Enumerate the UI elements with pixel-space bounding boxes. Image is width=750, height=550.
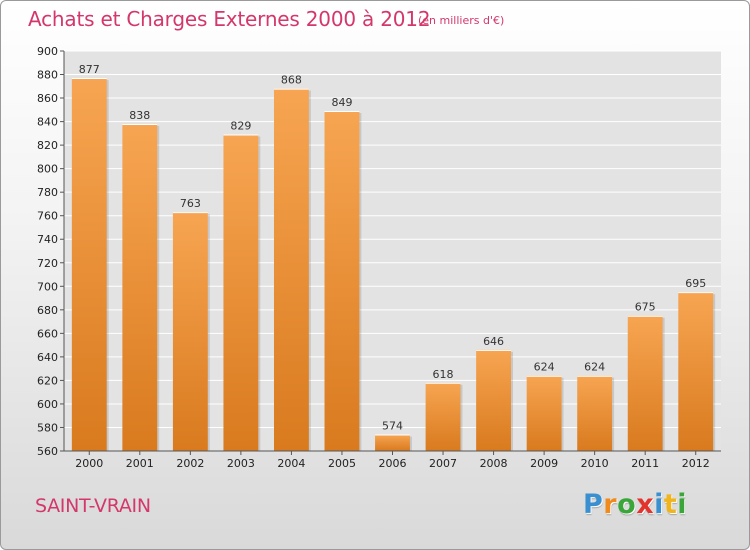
y-tick-label: 780: [37, 186, 58, 199]
x-tick-label-2002: 2002: [176, 457, 204, 470]
y-tick-label: 880: [37, 69, 58, 82]
x-tick-label-2005: 2005: [328, 457, 356, 470]
y-tick-label: 720: [37, 257, 58, 270]
data-label-2011: 675: [635, 301, 656, 314]
logo-letter: t: [663, 489, 678, 520]
bar-2001: [122, 123, 158, 452]
logo-letter: P: [583, 489, 604, 520]
y-tick-label: 680: [37, 304, 58, 317]
data-label-2006: 574: [382, 420, 403, 433]
data-label-2012: 695: [685, 277, 706, 290]
bar-2006: [375, 434, 410, 451]
x-tick-label-2007: 2007: [429, 457, 457, 470]
x-tick-label-2006: 2006: [379, 457, 407, 470]
y-tick-label: 600: [37, 398, 58, 411]
x-tick-label-2012: 2012: [682, 457, 710, 470]
bar-2008: [476, 349, 512, 451]
bar-2010: [577, 375, 613, 451]
place-name: SAINT-VRAIN: [35, 495, 151, 517]
y-tick-label: 860: [37, 92, 58, 105]
x-tick-label-2008: 2008: [480, 457, 508, 470]
data-label-2005: 849: [331, 96, 352, 109]
proxiti-logo: Proxiti: [583, 489, 687, 520]
data-label-2010: 624: [584, 361, 605, 374]
data-label-2009: 624: [534, 361, 555, 374]
x-axis: 2000 2001 2002 2003 2004 2005 2006 2007 2008 2009…: [64, 450, 721, 470]
y-tick-label: 800: [37, 163, 58, 176]
bar-2000: [71, 78, 107, 451]
x-tick-label-2011: 2011: [631, 457, 659, 470]
data-label-2000: 877: [79, 63, 100, 76]
chart-title: Achats et Charges Externes 2000 à 2012: [28, 7, 431, 31]
chart-unit: (en milliers d'€): [418, 14, 505, 27]
data-label-2001: 838: [129, 109, 150, 122]
x-tick-label-2000: 2000: [75, 457, 103, 470]
y-tick-label: 740: [37, 233, 58, 246]
y-tick-label: 620: [37, 374, 58, 387]
logo-letter: o: [617, 489, 637, 520]
y-tick-label: 580: [37, 421, 58, 434]
x-tick-label-2010: 2010: [581, 457, 609, 470]
x-tick-label-2001: 2001: [126, 457, 154, 470]
y-tick-label: 660: [37, 327, 58, 340]
y-tick-label: 700: [37, 280, 58, 293]
y-tick-label: 820: [37, 139, 58, 152]
data-label-2008: 646: [483, 335, 504, 348]
bars: 877 838 763 829 868 849 574 618 646 624 624 675 695: [71, 63, 716, 452]
y-tick-label: 760: [37, 210, 58, 223]
y-tick-label: 560: [37, 445, 58, 458]
bar-2007: [425, 382, 461, 451]
logo-letter: x: [636, 489, 655, 520]
data-label-2007: 618: [433, 368, 454, 381]
data-label-2002: 763: [180, 197, 201, 210]
x-tick-label-2004: 2004: [277, 457, 305, 470]
plot-area: [64, 51, 721, 451]
bar-2002: [172, 212, 208, 451]
bar-2009: [526, 375, 562, 451]
x-tick-label-2009: 2009: [530, 457, 558, 470]
bar-2005: [324, 111, 360, 451]
logo-letter: i: [677, 489, 688, 520]
y-tick-label: 900: [37, 45, 58, 58]
bar-2011: [627, 315, 663, 451]
y-tick-label: 640: [37, 351, 58, 364]
y-tick-label: 840: [37, 116, 58, 129]
bar-2012: [678, 292, 714, 451]
bar-2003: [223, 134, 259, 451]
logo-letter: i: [654, 489, 664, 520]
bar-2004: [273, 88, 309, 451]
x-tick-label-2003: 2003: [227, 457, 255, 470]
logo-letter: r: [603, 489, 618, 520]
data-label-2004: 868: [281, 74, 302, 87]
data-label-2003: 829: [230, 120, 251, 133]
y-axis: 560 580 600 620 640 660 680 700 720 740 760 780 800 8…: [37, 45, 65, 458]
